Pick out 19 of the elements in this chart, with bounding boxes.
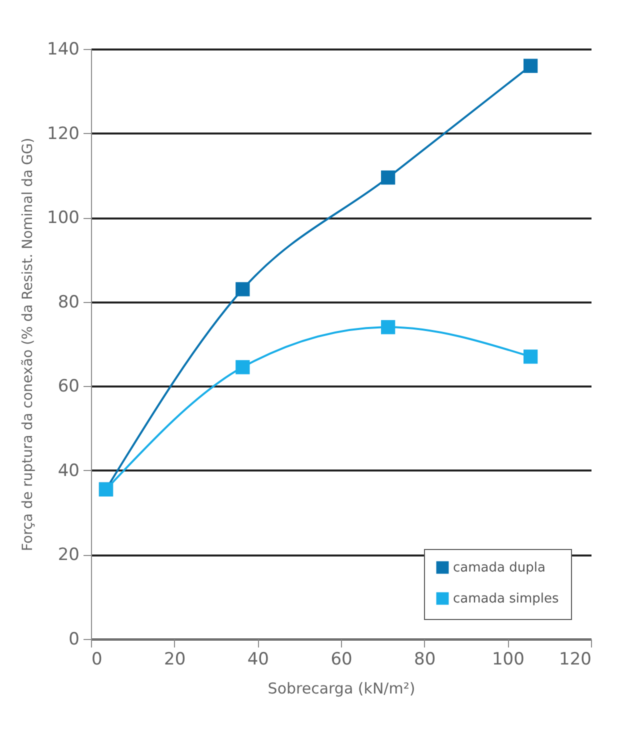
y-tick-label: 0 <box>68 630 80 650</box>
y-tick-label: 20 <box>58 545 80 566</box>
y-tick-label: 60 <box>58 376 80 397</box>
x-tick-label: 120 <box>559 650 592 670</box>
x-tick-label: 0 <box>92 650 102 670</box>
x-tick-label: 100 <box>492 650 524 670</box>
x-tick-label: 20 <box>164 650 186 670</box>
y-tick-label: 40 <box>58 460 80 481</box>
legend-label: camada simples <box>453 592 560 606</box>
y-tick-label: 120 <box>47 124 80 144</box>
legend-label: camada dupla <box>453 560 546 576</box>
x-tick-label: 60 <box>330 650 352 670</box>
x-tick-label: 40 <box>247 650 269 670</box>
y-tick-label: 100 <box>47 208 80 228</box>
x-tick-label: 80 <box>414 650 436 670</box>
y-tick-label: 80 <box>58 292 80 312</box>
x-axis-title: Sobrecarga (kN/m²) <box>268 680 416 698</box>
y-tick-label: 140 <box>47 40 80 60</box>
y-axis-title: Força de ruptura da conexão (% da Resist. Nominal da GG) <box>20 138 36 552</box>
